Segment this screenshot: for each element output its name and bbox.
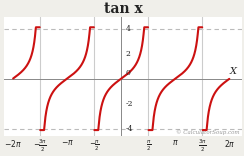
Text: -2: -2 [125,100,133,108]
Text: 0: 0 [125,69,130,77]
Text: 2: 2 [125,50,130,58]
Text: © CalculatorSoup.com: © CalculatorSoup.com [176,129,240,135]
Text: -4: -4 [125,125,133,133]
Text: 4: 4 [125,24,130,33]
Title: tan x: tan x [103,2,142,16]
Text: X: X [230,67,237,76]
